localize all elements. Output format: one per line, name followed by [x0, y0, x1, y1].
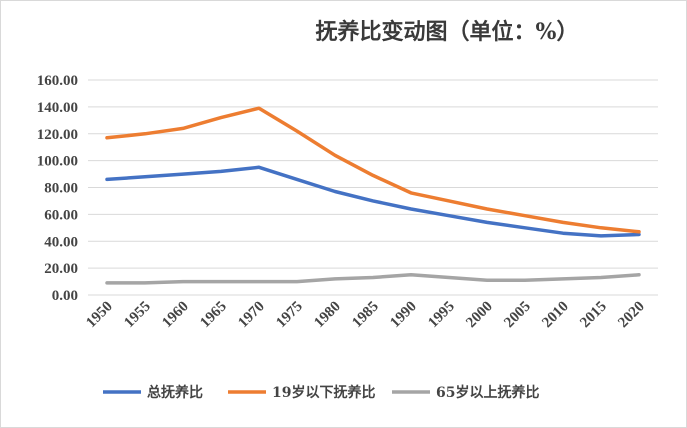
y-tick-label: 40.00 [44, 234, 78, 250]
x-axis-ticks: 1950 1955 1960 1965 1970 1975 1980 1985 1990 1995… [83, 299, 648, 332]
x-tick-label: 1990 [387, 299, 420, 332]
x-tick-label: 1965 [197, 299, 230, 332]
x-tick-label: 2000 [463, 299, 496, 332]
series-line-2 [105, 106, 641, 234]
x-tick-label: 1950 [83, 299, 116, 332]
y-tick-label: 0.00 [52, 288, 78, 304]
x-tick-label: 2010 [539, 299, 572, 332]
legend-label: 19岁以下抚养比 [272, 384, 375, 401]
y-tick-label: 160.00 [37, 73, 78, 89]
y-tick-label: 60.00 [44, 207, 78, 223]
x-tick-label: 2015 [577, 299, 610, 332]
series-lines [105, 106, 641, 285]
x-tick-label: 1955 [121, 299, 154, 332]
y-tick-label: 140.00 [37, 100, 78, 116]
chart-title: 抚养比变动图（单位：%） [316, 19, 579, 45]
legend-label: 65岁以上抚养比 [436, 384, 539, 401]
x-tick-label: 1985 [349, 299, 382, 332]
y-tick-label: 20.00 [44, 261, 78, 277]
y-tick-label: 120.00 [37, 127, 78, 143]
x-tick-label: 2020 [615, 299, 648, 332]
y-tick-label: 80.00 [44, 181, 78, 197]
legend-label: 总抚养比 [147, 384, 203, 401]
x-tick-label: 2005 [501, 299, 534, 332]
x-tick-label: 1995 [425, 299, 458, 332]
legend: 总抚养比 19岁以下抚养比 65岁以上抚养比 [103, 384, 539, 401]
y-axis-ticks: 0.00 20.00 40.00 60.00 80.00 100.00 120.00 140.… [37, 73, 78, 304]
x-tick-label: 1960 [159, 299, 192, 332]
gridlines [88, 79, 658, 296]
x-tick-label: 1975 [273, 299, 306, 332]
x-tick-label: 1970 [235, 299, 268, 332]
series-line-1 [105, 165, 641, 238]
y-tick-label: 100.00 [37, 154, 78, 170]
series-line-3 [105, 273, 641, 285]
x-tick-label: 1980 [311, 299, 344, 332]
